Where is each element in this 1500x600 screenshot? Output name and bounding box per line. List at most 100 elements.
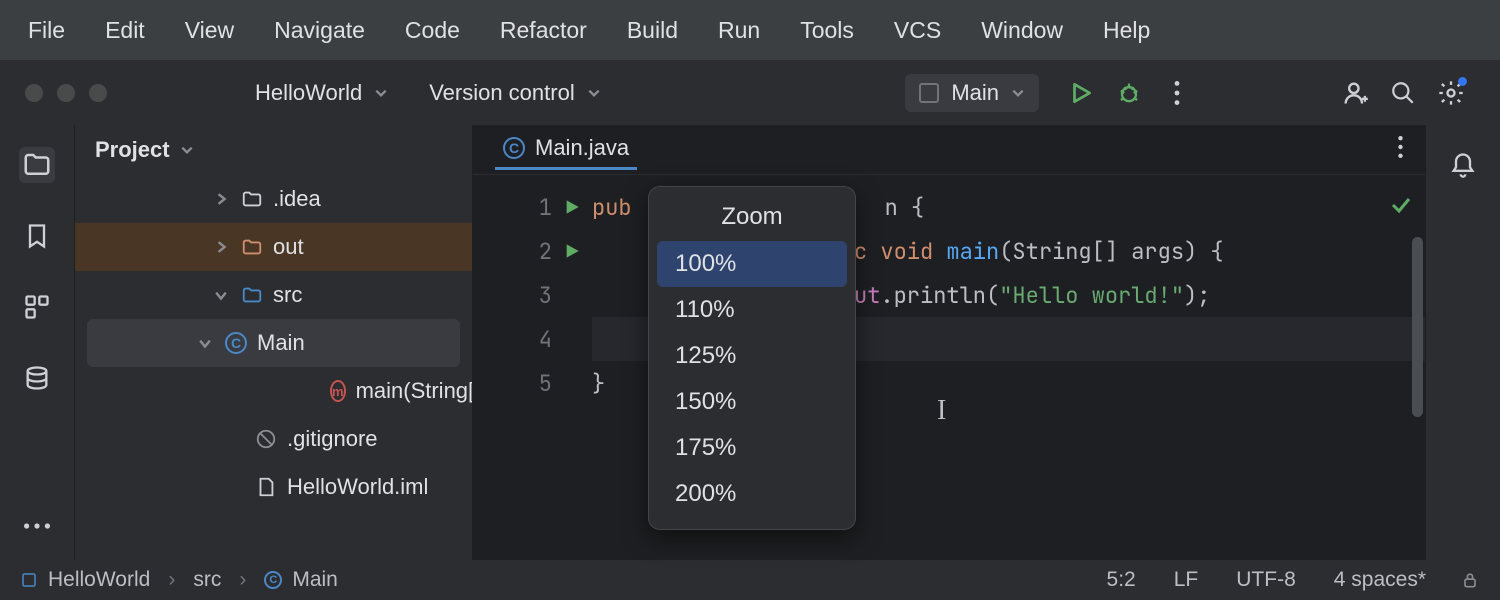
tree-item-main-method[interactable]: m main(String[]):	[75, 367, 472, 415]
project-name: HelloWorld	[255, 80, 362, 106]
encoding[interactable]: UTF-8	[1236, 568, 1296, 592]
code-area[interactable]: 1 2 3 4 5 pubn { c void main(String[] ar…	[473, 175, 1425, 560]
menu-build[interactable]: Build	[607, 11, 698, 50]
zoom-option-150[interactable]: 150%	[657, 379, 847, 425]
menu-view[interactable]: View	[165, 11, 254, 50]
text-caret: I	[937, 395, 946, 427]
bug-icon	[1115, 79, 1143, 107]
run-button[interactable]	[1067, 79, 1095, 107]
tree-item-main-class[interactable]: C Main	[87, 319, 460, 367]
zoom-option-110[interactable]: 110%	[657, 287, 847, 333]
menu-code[interactable]: Code	[385, 11, 480, 50]
left-tool-rail	[0, 125, 75, 560]
ignore-icon	[255, 428, 277, 450]
run-config-dropdown[interactable]: Main	[905, 74, 1039, 112]
gutter: 1 2 3 4 5	[473, 175, 588, 560]
zoom-option-125[interactable]: 125%	[657, 333, 847, 379]
notifications-button[interactable]	[1445, 147, 1481, 183]
code-token: "Hello world!"	[999, 281, 1184, 310]
line-endings[interactable]: LF	[1174, 568, 1199, 592]
indent-setting[interactable]: 4 spaces*	[1334, 568, 1426, 592]
code-token: ut	[854, 281, 880, 310]
close-window[interactable]	[25, 84, 43, 102]
debug-button[interactable]	[1115, 79, 1143, 107]
zoom-option-175[interactable]: 175%	[657, 425, 847, 471]
status-bar: HelloWorld › src › C Main 5:2 LF UTF-8 4…	[0, 560, 1500, 600]
code-token: (String[] args) {	[999, 237, 1223, 266]
line-number: 3	[539, 281, 552, 310]
tree-label: HelloWorld.iml	[287, 474, 428, 500]
database-tool-button[interactable]	[19, 360, 55, 396]
search-button[interactable]	[1389, 79, 1417, 107]
class-icon: C	[225, 332, 247, 354]
tab-more-button[interactable]	[1398, 136, 1403, 164]
run-gutter-icon[interactable]	[564, 243, 580, 259]
project-tool-button[interactable]	[19, 147, 55, 183]
code-with-me-button[interactable]	[1341, 79, 1369, 107]
tab-bar: C Main.java	[473, 125, 1425, 175]
project-dropdown[interactable]: HelloWorld	[247, 76, 396, 110]
caret-position[interactable]: 5:2	[1107, 568, 1136, 592]
tab-label: Main.java	[535, 135, 629, 161]
run-gutter-icon[interactable]	[564, 199, 580, 215]
menu-help[interactable]: Help	[1083, 11, 1170, 50]
breadcrumb-sep: ›	[168, 568, 175, 592]
tree-item-gitignore[interactable]: .gitignore	[75, 415, 472, 463]
tree-item-out[interactable]: out	[75, 223, 472, 271]
scrollbar[interactable]	[1412, 237, 1423, 417]
tree-label: src	[273, 282, 302, 308]
folder-icon	[22, 150, 52, 180]
bookmark-icon	[23, 222, 51, 250]
right-tool-rail	[1425, 125, 1500, 560]
maximize-window[interactable]	[89, 84, 107, 102]
code-token: n {	[885, 193, 925, 222]
zoom-option-100[interactable]: 100%	[657, 241, 847, 287]
minimize-window[interactable]	[57, 84, 75, 102]
menu-tools[interactable]: Tools	[780, 11, 874, 50]
menubar: File Edit View Navigate Code Refactor Bu…	[0, 0, 1500, 60]
breadcrumb-project[interactable]: HelloWorld	[48, 568, 150, 592]
more-vertical-icon	[1398, 136, 1403, 158]
line-number: 4	[539, 325, 552, 354]
code-token: pub	[592, 193, 632, 222]
chevron-down-icon	[374, 86, 388, 100]
menu-vcs[interactable]: VCS	[874, 11, 961, 50]
panel-title: Project	[95, 137, 170, 163]
menu-file[interactable]: File	[8, 11, 85, 50]
tree-item-src[interactable]: src	[75, 271, 472, 319]
person-add-icon	[1341, 79, 1369, 107]
tab-main-java[interactable]: C Main.java	[495, 129, 637, 170]
settings-button[interactable]	[1437, 79, 1465, 107]
run-config-label: Main	[951, 80, 999, 106]
toolbar: HelloWorld Version control Main	[0, 60, 1500, 125]
menu-navigate[interactable]: Navigate	[254, 11, 385, 50]
line-number: 2	[539, 237, 552, 266]
vcs-dropdown[interactable]: Version control	[421, 76, 609, 110]
lock-icon[interactable]	[1460, 570, 1480, 590]
breadcrumb-main[interactable]: Main	[292, 568, 338, 592]
panel-header[interactable]: Project	[75, 125, 472, 175]
inspection-status[interactable]	[1389, 193, 1413, 224]
terminal-icon	[919, 83, 939, 103]
menu-refactor[interactable]: Refactor	[480, 11, 607, 50]
menu-run[interactable]: Run	[698, 11, 780, 50]
zoom-option-200[interactable]: 200%	[657, 471, 847, 517]
tree-item-idea[interactable]: .idea	[75, 175, 472, 223]
breadcrumb-src[interactable]: src	[193, 568, 221, 592]
structure-tool-button[interactable]	[19, 289, 55, 325]
chevron-down-icon	[180, 143, 194, 157]
check-icon	[1389, 193, 1413, 217]
notification-dot	[1458, 77, 1467, 86]
more-actions-button[interactable]	[1163, 79, 1191, 107]
line-number: 1	[539, 193, 552, 222]
folder-icon	[241, 284, 263, 306]
bookmarks-tool-button[interactable]	[19, 218, 55, 254]
zoom-popup: Zoom 100% 110% 125% 150% 175% 200%	[648, 186, 856, 530]
more-tools-button[interactable]	[19, 508, 55, 544]
menu-edit[interactable]: Edit	[85, 11, 165, 50]
menu-window[interactable]: Window	[961, 11, 1083, 50]
code-token: .println(	[880, 281, 999, 310]
tree-item-iml[interactable]: HelloWorld.iml	[75, 463, 472, 511]
tree-label: out	[273, 234, 304, 260]
module-icon	[20, 571, 38, 589]
